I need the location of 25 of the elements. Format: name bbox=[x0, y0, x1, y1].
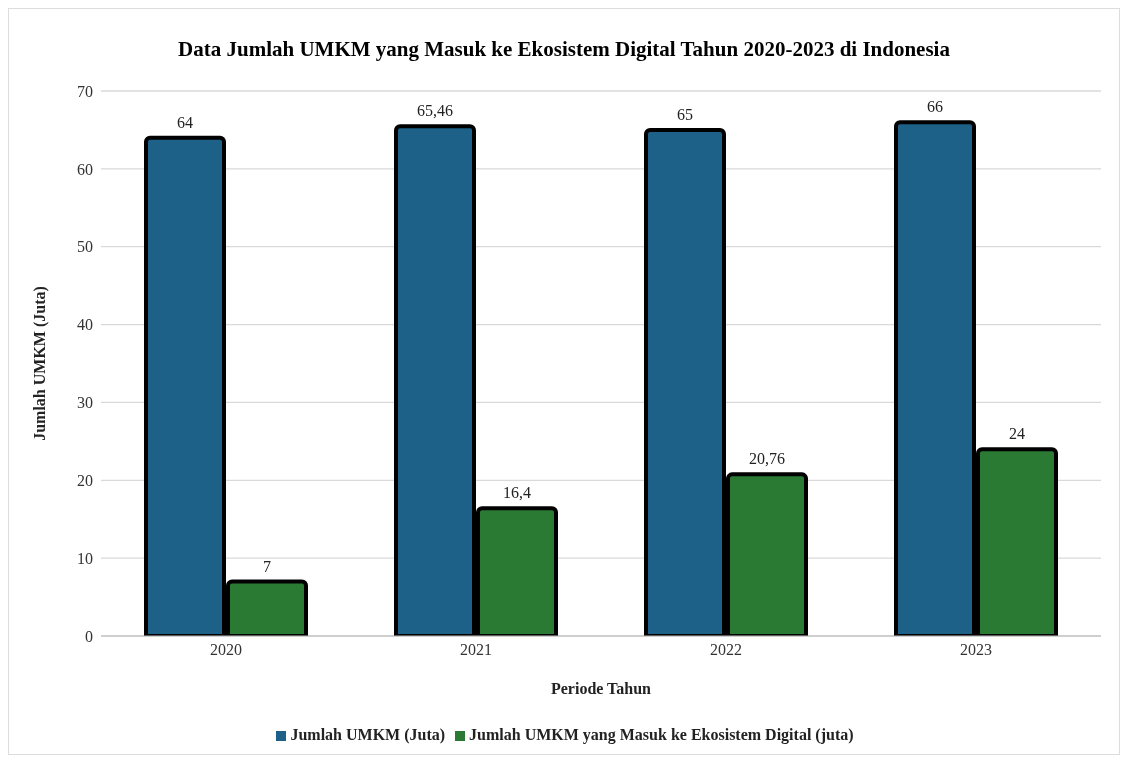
x-tick-label: 2022 bbox=[710, 641, 742, 659]
y-tick-label: 40 bbox=[77, 316, 93, 334]
data-label: 7 bbox=[263, 557, 271, 575]
y-tick-label: 70 bbox=[77, 82, 93, 100]
y-tick-label: 30 bbox=[77, 394, 93, 412]
data-label: 64 bbox=[177, 113, 193, 131]
x-tick-label: 2021 bbox=[460, 641, 492, 659]
data-label: 65,46 bbox=[417, 102, 453, 120]
y-axis-title: Jumlah UMKM (Juta) bbox=[30, 286, 49, 441]
x-tick-label: 2023 bbox=[960, 641, 992, 659]
data-label: 20,76 bbox=[749, 450, 785, 468]
data-label: 65 bbox=[677, 105, 693, 123]
x-tick-label: 2020 bbox=[210, 641, 242, 659]
chart-title: Data Jumlah UMKM yang Masuk ke Ekosistem Digital Tahun 2020-2023 di Indonesia bbox=[177, 37, 951, 62]
y-tick-label: 60 bbox=[77, 160, 93, 178]
y-tick-label: 20 bbox=[77, 471, 93, 489]
data-label: 16,4 bbox=[503, 484, 531, 502]
legend-label: Jumlah UMKM yang Masuk ke Ekosistem Digital (juta) bbox=[469, 726, 854, 743]
x-axis-title: Periode Tahun bbox=[550, 680, 652, 697]
y-tick-label: 10 bbox=[77, 549, 93, 567]
y-tick-label: 50 bbox=[77, 238, 93, 256]
legend-label: Jumlah UMKM (Juta) bbox=[290, 726, 446, 743]
data-label: 66 bbox=[927, 98, 943, 116]
y-tick-label: 0 bbox=[85, 627, 93, 645]
data-label: 24 bbox=[1009, 425, 1025, 443]
